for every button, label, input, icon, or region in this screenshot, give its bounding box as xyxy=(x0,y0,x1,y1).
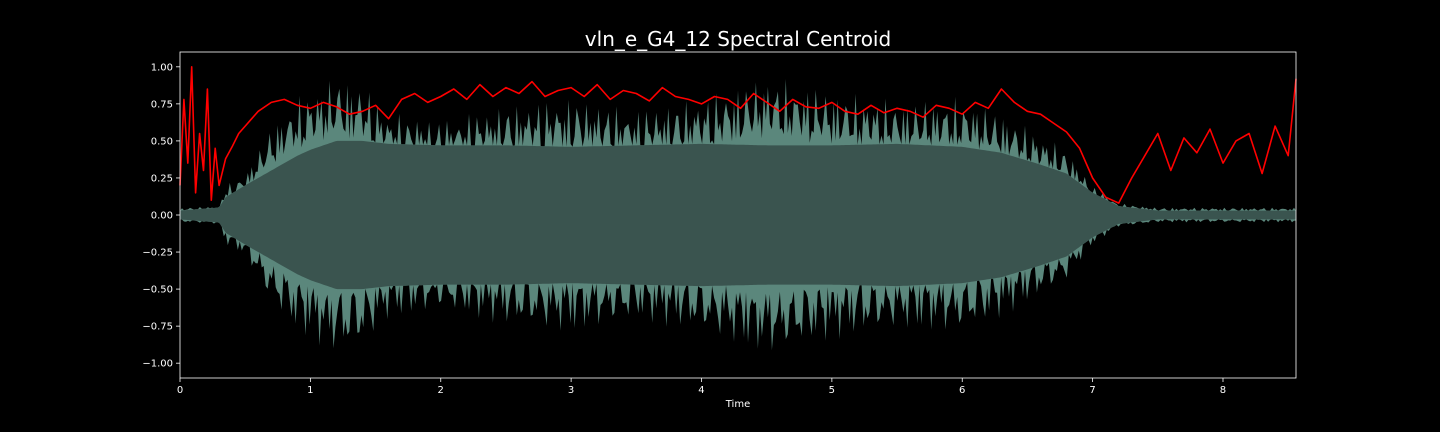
y-tick-label: 0.50 xyxy=(151,136,173,147)
x-axis-label: Time xyxy=(725,399,750,410)
y-tick-label: 0.25 xyxy=(151,173,173,184)
x-tick-label: 5 xyxy=(829,385,835,396)
y-tick-label: −0.75 xyxy=(142,322,173,333)
plot-area xyxy=(179,66,1297,351)
x-tick-label: 0 xyxy=(177,385,183,396)
y-tick-label: −0.25 xyxy=(142,248,173,259)
x-tick-label: 7 xyxy=(1089,385,1095,396)
x-tick-label: 6 xyxy=(959,385,965,396)
y-tick-label: 1.00 xyxy=(151,62,173,73)
x-axis-ticks: 0 1 2 3 4 5 6 7 8 xyxy=(177,378,1226,396)
y-axis-ticks: 1.00 0.75 0.50 0.25 0.00 −0.25 −0.50 −0.75 −1.00 xyxy=(142,62,180,370)
y-tick-label: −0.50 xyxy=(142,285,173,296)
x-tick-label: 3 xyxy=(568,385,574,396)
waveform-envelope xyxy=(180,140,1296,290)
chart-title: vln_e_G4_12 Spectral Centroid xyxy=(585,27,891,51)
y-tick-label: 0.00 xyxy=(151,211,173,222)
spectral-centroid-line xyxy=(179,66,1297,204)
x-tick-label: 2 xyxy=(438,385,444,396)
x-tick-label: 4 xyxy=(698,385,704,396)
x-tick-label: 1 xyxy=(307,385,313,396)
y-tick-label: 0.75 xyxy=(151,99,173,110)
x-tick-label: 8 xyxy=(1220,385,1226,396)
y-tick-label: −1.00 xyxy=(142,359,173,370)
